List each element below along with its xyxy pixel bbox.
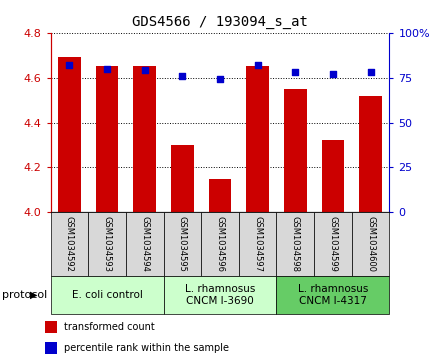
Text: ▶: ▶ <box>30 290 37 300</box>
Bar <box>276 212 314 276</box>
Text: transformed count: transformed count <box>64 322 155 332</box>
Bar <box>88 212 126 276</box>
Point <box>103 66 110 72</box>
Bar <box>58 57 81 212</box>
Bar <box>51 276 164 314</box>
Text: GSM1034593: GSM1034593 <box>103 216 112 272</box>
Point <box>216 77 224 82</box>
Bar <box>96 66 118 212</box>
Bar <box>239 212 276 276</box>
Text: E. coli control: E. coli control <box>72 290 143 300</box>
Text: GSM1034598: GSM1034598 <box>291 216 300 272</box>
Bar <box>284 89 307 212</box>
Text: L. rhamnosus
CNCM I-4317: L. rhamnosus CNCM I-4317 <box>298 284 368 306</box>
Point <box>292 69 299 75</box>
Bar <box>314 212 352 276</box>
Bar <box>201 212 239 276</box>
Bar <box>45 342 58 354</box>
Point <box>254 62 261 68</box>
Bar <box>352 212 389 276</box>
Bar <box>126 212 164 276</box>
Text: GSM1034595: GSM1034595 <box>178 216 187 272</box>
Text: GSM1034594: GSM1034594 <box>140 216 149 272</box>
Bar <box>209 179 231 212</box>
Title: GDS4566 / 193094_s_at: GDS4566 / 193094_s_at <box>132 15 308 29</box>
Text: GSM1034600: GSM1034600 <box>366 216 375 272</box>
Point <box>179 73 186 79</box>
Bar <box>133 66 156 212</box>
Bar <box>246 66 269 212</box>
Bar <box>171 145 194 212</box>
Bar <box>45 321 58 333</box>
Point <box>367 69 374 75</box>
Bar <box>359 95 382 212</box>
Text: GSM1034592: GSM1034592 <box>65 216 74 272</box>
Text: GSM1034597: GSM1034597 <box>253 216 262 272</box>
Text: GSM1034599: GSM1034599 <box>328 216 337 272</box>
Bar <box>276 276 389 314</box>
Text: GSM1034596: GSM1034596 <box>216 216 224 272</box>
Bar <box>322 140 344 212</box>
Bar <box>51 212 88 276</box>
Point <box>141 68 148 73</box>
Text: percentile rank within the sample: percentile rank within the sample <box>64 343 229 352</box>
Point <box>66 62 73 68</box>
Bar <box>164 276 276 314</box>
Bar <box>164 212 201 276</box>
Text: L. rhamnosus
CNCM I-3690: L. rhamnosus CNCM I-3690 <box>185 284 255 306</box>
Point <box>330 71 337 77</box>
Text: protocol: protocol <box>2 290 48 300</box>
